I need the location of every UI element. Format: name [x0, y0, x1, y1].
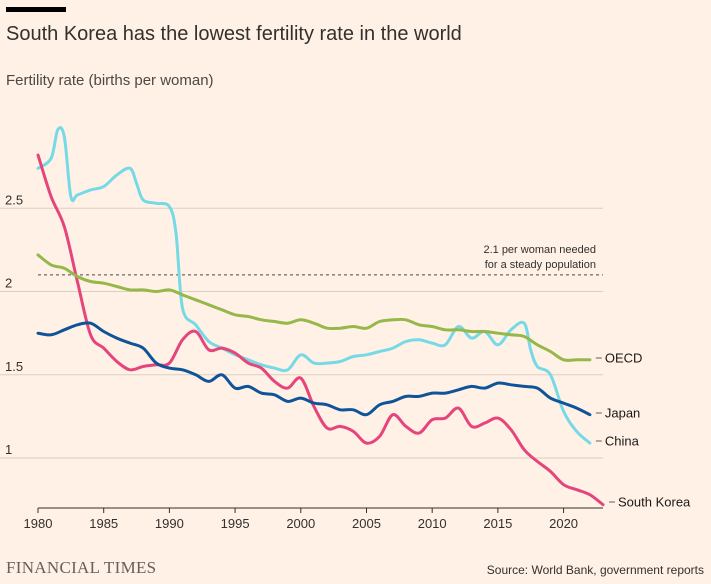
chart-subtitle: Fertility rate (births per woman) [6, 72, 214, 89]
reference-line-label-line2: for a steady population [485, 259, 596, 271]
y-tick-label: 2 [5, 276, 12, 291]
reference-line-layer: 2.1 per woman needed for a steady popula… [38, 244, 603, 276]
series-label-japan: Japan [605, 406, 640, 421]
y-tick-label: 2.5 [5, 192, 23, 207]
series-label-china: China [605, 434, 640, 449]
x-tick-label: 2010 [418, 516, 447, 531]
x-tick-label: 1990 [155, 516, 184, 531]
x-tick-label: 1995 [221, 516, 250, 531]
x-tick-label: 1980 [24, 516, 53, 531]
x-tick-label: 2000 [286, 516, 315, 531]
x-tick-label: 1985 [89, 516, 118, 531]
y-tick-label: 1 [5, 442, 12, 457]
reference-line-label-line1: 2.1 per woman needed [483, 244, 596, 256]
x-tick-label: 2005 [352, 516, 381, 531]
y-tick-label: 1.5 [5, 359, 23, 374]
x-tick-label: 2020 [549, 516, 578, 531]
series-line-oecd [36, 253, 592, 362]
series-label-oecd: OECD [605, 351, 643, 366]
series-label-south-korea: South Korea [618, 495, 691, 510]
series-labels: China South Korea Japan OECD [595, 351, 691, 510]
series-layer [36, 126, 605, 507]
x-tick-label: 2015 [483, 516, 512, 531]
series-line-japan [36, 321, 592, 417]
grid-layer: 1 1.5 2 2.5 [0, 192, 603, 459]
x-axis: 1980 1985 1990 1995 2000 2005 2010 2015 2020 [24, 507, 603, 531]
ft-top-bar [6, 7, 66, 12]
series-line-south-korea [36, 153, 605, 507]
source-note: Source: World Bank, government reports [486, 563, 704, 577]
series-line-china [36, 126, 592, 445]
chart-title: South Korea has the lowest fertility rat… [6, 23, 462, 45]
ft-logo: FINANCIAL TIMES [6, 558, 157, 577]
